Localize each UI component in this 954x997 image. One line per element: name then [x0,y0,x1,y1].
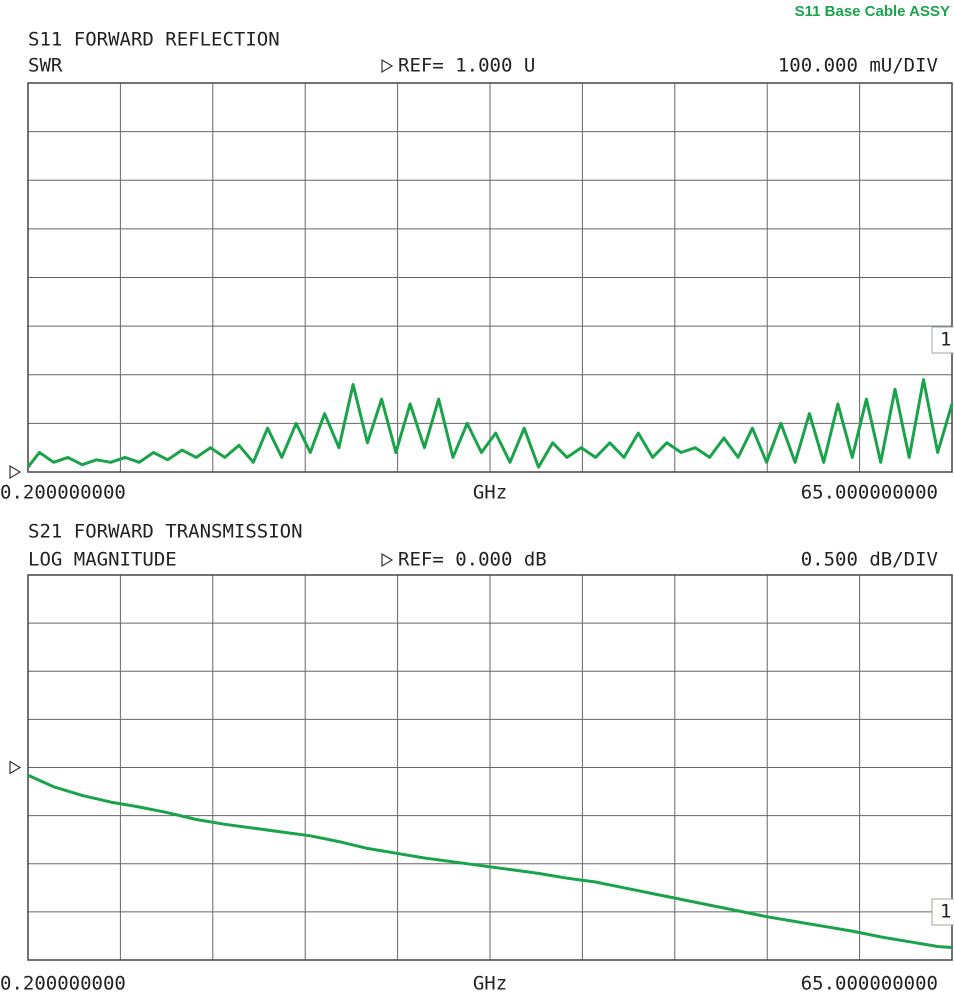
trace [27,773,953,949]
ref-label: REF= 0.000 dB [398,549,547,571]
chart-title: S21 FORWARD TRANSMISSION [28,521,303,543]
scale-label: 100.000 mU/DIV [778,55,938,77]
banner: S11 Base Cable ASSY [795,3,950,20]
marker-label: 1 [940,901,951,923]
ref-label: REF= 1.000 U [398,55,535,77]
ref-arrow-header [381,552,394,568]
subtitle: SWR [28,55,63,77]
trace [26,378,954,469]
plot-frame [27,574,953,961]
x-tick-label: 65.000000000 [801,973,938,995]
plot-frame [27,82,953,473]
x-axis-label: GHz [473,482,507,504]
ref-arrow [9,464,22,480]
x-axis-label: GHz [473,973,507,995]
chart-title: S11 FORWARD REFLECTION [28,29,280,51]
x-tick-label: 0.200000000 [0,973,126,995]
scale-label: 0.500 dB/DIV [801,549,938,571]
marker-box [931,326,954,354]
marker-box [931,898,954,926]
marker-label: 1 [940,329,951,351]
subtitle: LOG MAGNITUDE [28,549,177,571]
ref-arrow [9,760,22,775]
x-tick-label: 0.200000000 [0,482,126,504]
x-tick-label: 65.000000000 [801,482,938,504]
ref-arrow-header [381,58,394,74]
